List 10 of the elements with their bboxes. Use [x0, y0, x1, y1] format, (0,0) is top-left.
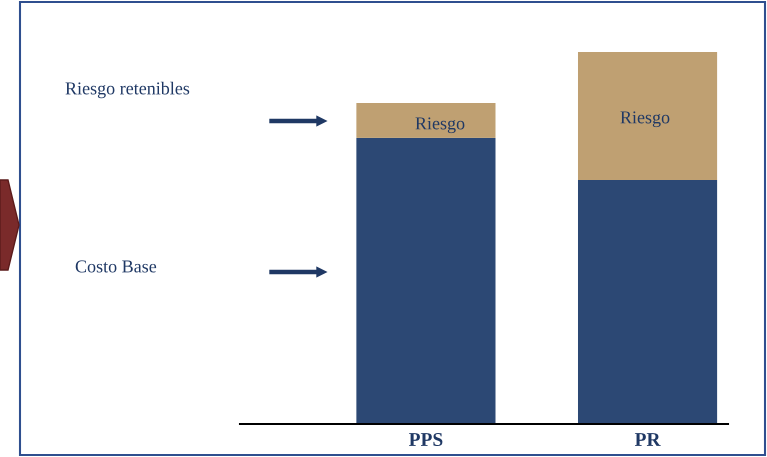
bar	[578, 52, 718, 180]
annotation: Riesgo	[415, 117, 464, 134]
bar	[578, 180, 718, 424]
x-tick-label: PPS	[408, 432, 442, 446]
annotation: Riesgo	[620, 111, 670, 128]
x-tick-label: PR	[634, 433, 661, 446]
text: Costo Base	[76, 260, 156, 273]
bar	[356, 138, 496, 424]
bar	[356, 102, 496, 138]
text: Riesgo retenibles	[66, 82, 190, 98]
